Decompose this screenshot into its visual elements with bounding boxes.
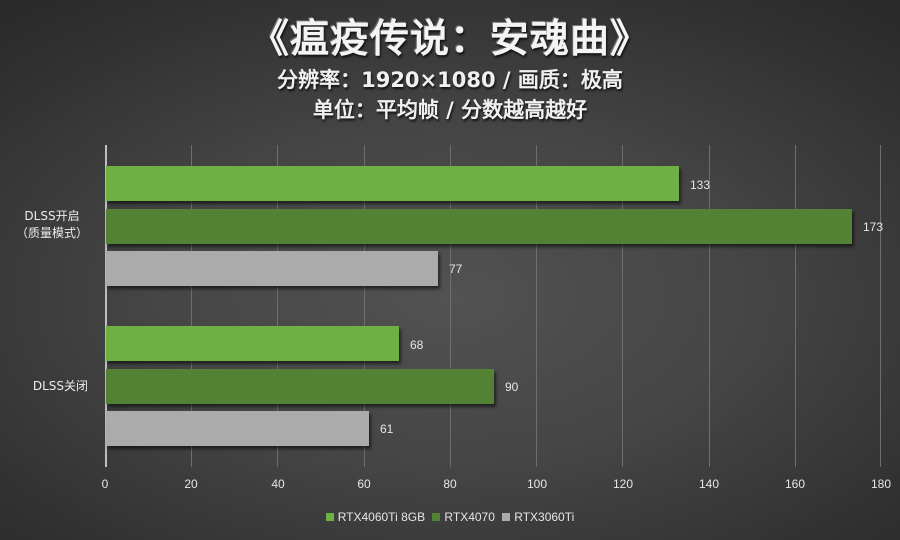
- data-label: 61: [380, 422, 394, 436]
- legend-label: RTX4070: [444, 510, 495, 524]
- x-tick-label: 100: [526, 477, 548, 491]
- bar-dlss-on-rtx3060ti: [106, 251, 438, 286]
- bar-dlss-off-rtx3060ti: [106, 411, 369, 446]
- x-tick-label: 180: [870, 477, 892, 491]
- x-tick-label: 40: [271, 477, 285, 491]
- gridline-20: [191, 145, 192, 467]
- x-tick-label: 20: [184, 477, 198, 491]
- category-label-dlss-off: DLSS关闭: [32, 379, 88, 393]
- x-tick-label: 160: [784, 477, 806, 491]
- chart-subtitle-resolution: 分辨率：1920×1080 / 画质：极高: [277, 68, 623, 92]
- bar-dlss-off-rtx4060ti: [106, 326, 399, 361]
- legend-item-rtx3060ti: RTX3060Ti: [502, 510, 574, 524]
- bar-dlss-on-rtx4070: [106, 209, 852, 244]
- gridline-140: [709, 145, 710, 467]
- legend-swatch-icon: [325, 513, 334, 521]
- data-label: 68: [410, 338, 424, 352]
- chart-title: 《瘟疫传说：安魂曲》: [249, 16, 650, 62]
- bar-dlss-off-rtx4070: [106, 369, 494, 404]
- x-tick-label: 0: [101, 477, 109, 491]
- category-label-dlss-on: DLSS开启 （质量模式）: [16, 208, 88, 242]
- x-tick-label: 80: [443, 477, 457, 491]
- plot-area: 133 173 77 68 90 61: [105, 145, 884, 467]
- gridline-160: [795, 145, 796, 467]
- legend-label: RTX3060Ti: [514, 510, 575, 524]
- y-axis-line: [105, 145, 107, 467]
- gridline-180: [880, 145, 881, 467]
- bar-dlss-on-rtx4060ti: [106, 166, 679, 201]
- gridline-80: [450, 145, 451, 467]
- data-label: 77: [449, 262, 463, 276]
- legend-swatch-icon: [432, 513, 441, 521]
- legend-swatch-icon: [502, 513, 511, 521]
- gridline-100: [536, 145, 537, 467]
- legend: RTX4060Ti 8GB RTX4070 RTX3060Ti: [0, 510, 900, 524]
- chart-subtitle-unit: 单位：平均帧 / 分数越高越好: [312, 98, 588, 122]
- gridline-120: [622, 145, 623, 467]
- x-tick-label: 60: [357, 477, 371, 491]
- gridline-40: [277, 145, 278, 467]
- data-label: 133: [690, 178, 711, 192]
- legend-item-rtx4060ti: RTX4060Ti 8GB: [325, 510, 426, 524]
- x-tick-label: 140: [698, 477, 720, 491]
- category-label-line: （质量模式）: [15, 226, 88, 240]
- data-label: 173: [863, 220, 884, 234]
- legend-item-rtx4070: RTX4070: [432, 510, 495, 524]
- gridline-60: [364, 145, 365, 467]
- category-label-line: DLSS开启: [24, 209, 80, 223]
- legend-label: RTX4060Ti 8GB: [337, 510, 426, 524]
- data-label: 90: [505, 380, 519, 394]
- x-tick-label: 120: [612, 477, 634, 491]
